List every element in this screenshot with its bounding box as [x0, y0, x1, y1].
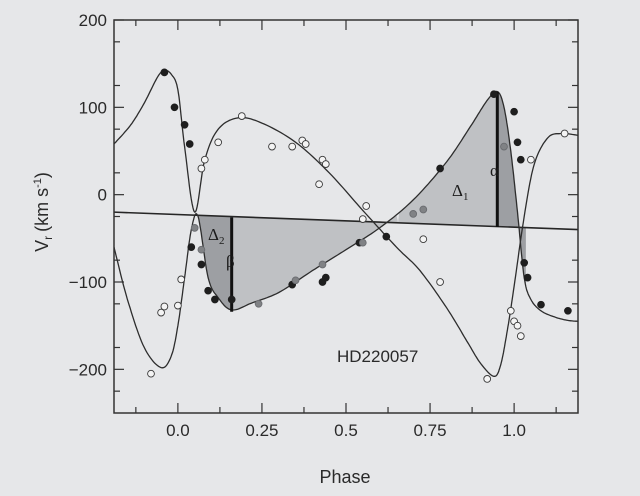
data-point-filled	[490, 90, 498, 99]
data-point-open	[160, 302, 169, 311]
data-point-filled	[564, 306, 572, 315]
y-tick-label: −200	[69, 360, 107, 379]
data-point-open	[174, 301, 182, 310]
data-point-open	[214, 138, 223, 147]
data-point-open	[358, 215, 367, 223]
data-point-filled	[170, 103, 179, 112]
y-axis-title: Vr(km s-1)	[32, 172, 55, 252]
star-name-label: HD220057	[337, 347, 418, 366]
data-point-filled	[211, 295, 219, 304]
data-points	[147, 68, 572, 383]
data-point-filled	[197, 260, 206, 269]
data-point-open	[315, 180, 323, 189]
delta2-dark-region	[196, 214, 232, 310]
data-point-filled	[537, 300, 545, 309]
data-point-open	[513, 321, 522, 330]
data-point-filled	[513, 138, 522, 147]
fit-curve-2	[114, 69, 578, 377]
data-point-open	[560, 129, 569, 138]
y-tick-label: 100	[79, 98, 107, 117]
data-point-grey	[291, 276, 300, 285]
data-point-open	[527, 155, 535, 164]
axis-ticks: 0.0 0.25 0.5 0.75 1.0 200 100 0 −100 −200	[69, 11, 578, 440]
data-point-filled	[321, 273, 330, 282]
data-point-open	[197, 164, 206, 173]
data-point-open	[483, 375, 492, 383]
data-point-grey	[190, 224, 199, 232]
data-point-open	[516, 332, 525, 340]
data-point-open	[321, 160, 330, 168]
data-point-open	[436, 278, 444, 286]
data-point-open	[147, 369, 155, 378]
beta-label: β	[226, 252, 235, 271]
data-point-grey	[409, 210, 418, 218]
data-point-filled	[510, 107, 518, 116]
data-point-open	[362, 202, 371, 210]
data-point-open	[237, 112, 246, 120]
data-point-open	[301, 140, 310, 148]
delta1-dark-region	[497, 91, 526, 287]
data-point-open	[268, 142, 276, 151]
data-point-filled	[520, 258, 529, 267]
data-point-filled	[523, 273, 532, 282]
reference-line	[114, 211, 578, 231]
data-point-filled	[187, 243, 196, 251]
data-point-grey	[318, 260, 327, 269]
y-tick-label: 200	[79, 11, 107, 30]
data-point-open	[506, 306, 515, 315]
data-point-grey	[358, 238, 367, 247]
data-point-open	[419, 235, 428, 244]
alpha-label: α	[490, 161, 499, 180]
delta2-light-region	[231, 214, 399, 310]
data-point-filled	[516, 155, 525, 164]
delta2-label: Δ2	[208, 225, 224, 247]
x-tick-label: 0.0	[166, 421, 190, 440]
data-point-filled	[204, 286, 212, 295]
y-tick-label: −100	[69, 273, 107, 292]
x-tick-label: 0.75	[414, 421, 447, 440]
data-point-filled	[180, 120, 189, 129]
data-point-filled	[160, 68, 169, 77]
data-point-grey	[254, 299, 263, 308]
data-point-open	[157, 308, 165, 317]
data-point-grey	[197, 245, 206, 254]
delta1-label: Δ1	[452, 181, 468, 203]
data-point-grey	[500, 142, 508, 151]
data-point-open	[177, 275, 186, 284]
data-point-filled	[185, 140, 194, 148]
x-axis-title: Phase	[319, 467, 370, 487]
data-point-filled	[227, 295, 236, 304]
shaded-regions	[196, 91, 526, 310]
x-tick-label: 1.0	[502, 421, 526, 440]
x-tick-label: 0.25	[245, 421, 278, 440]
data-point-filled	[382, 232, 391, 241]
delta1-light-region	[398, 91, 498, 227]
data-point-filled	[436, 164, 444, 173]
data-point-open	[288, 142, 297, 151]
data-point-open	[200, 155, 209, 164]
x-tick-label: 0.5	[334, 421, 358, 440]
y-tick-label: 0	[98, 186, 107, 205]
data-point-grey	[419, 205, 428, 214]
